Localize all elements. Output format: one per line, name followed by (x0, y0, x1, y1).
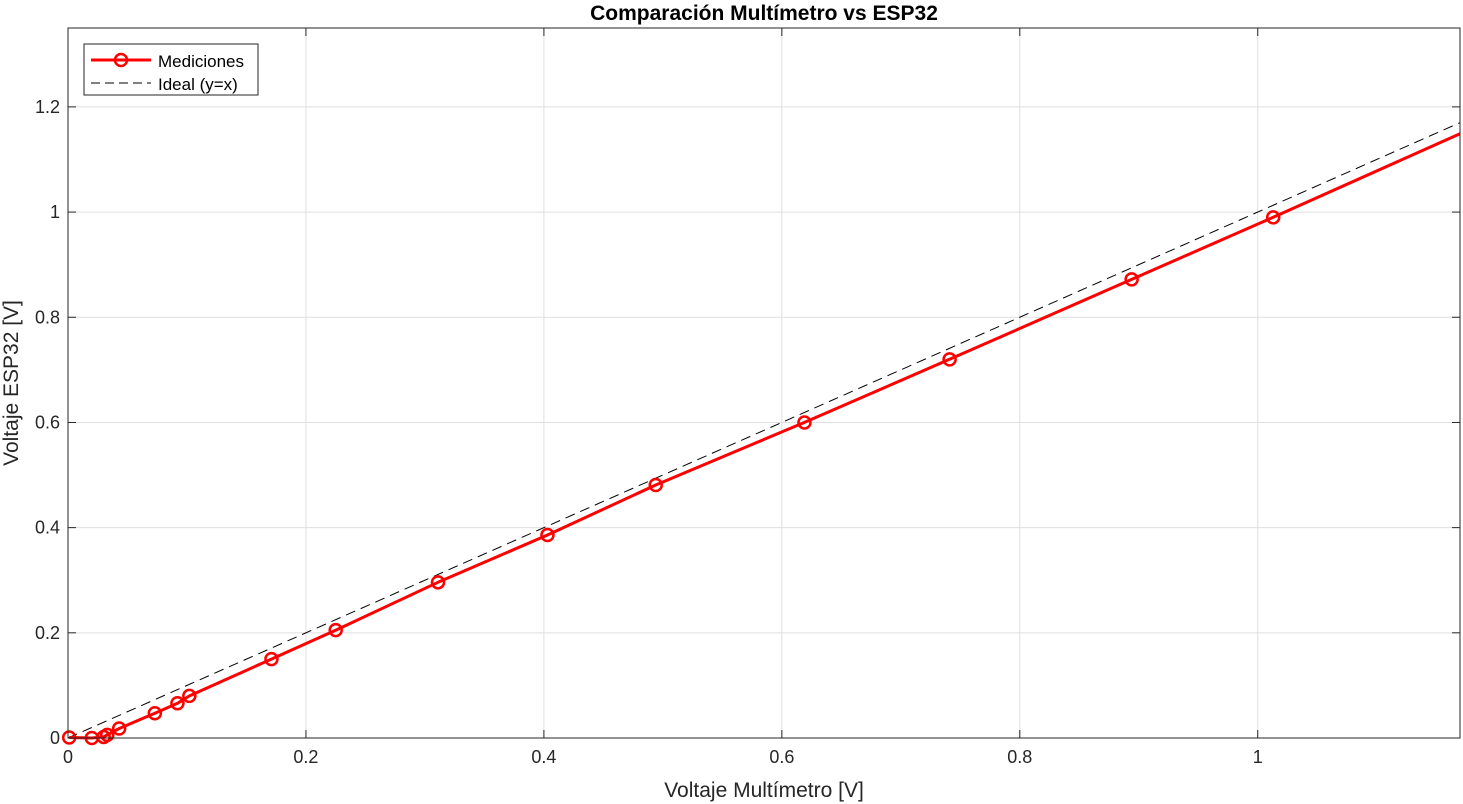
legend-mediciones-marker (113, 52, 129, 68)
mediciones-point (1265, 210, 1281, 225)
chart-title: Comparación Multímetro vs ESP32 (590, 2, 938, 25)
legend-box (83, 43, 259, 96)
y-tick-label: 0 (50, 728, 60, 748)
mediciones-point (111, 721, 127, 736)
legend: Mediciones Ideal (y=x) (83, 43, 259, 96)
y-tick-label: 0.4 (35, 518, 60, 538)
y-axis-label: Voltaje ESP32 [V] (0, 300, 23, 466)
y-tick-label: 0.8 (35, 307, 60, 327)
mediciones-point (797, 415, 812, 430)
mediciones-point (328, 622, 343, 638)
measurement-series-layer (61, 132, 1461, 746)
x-tick-label: 0 (63, 747, 73, 767)
y-tick-label: 1.2 (35, 97, 60, 117)
x-axis-label: Voltaje Multímetro [V] (664, 779, 864, 802)
mediciones-point (264, 651, 279, 667)
legend-ideal-label: Ideal (y=x) (158, 75, 238, 94)
mediciones-point (61, 730, 77, 745)
x-tick-label: 0.6 (769, 747, 794, 767)
mediciones-point (430, 575, 446, 590)
x-tick-label: 0.2 (293, 747, 318, 767)
mediciones-point (1124, 272, 1139, 287)
mediciones-point (170, 696, 185, 711)
mediciones-point (942, 352, 957, 367)
ideal-line (67, 122, 1461, 739)
mediciones-line (69, 132, 1461, 740)
mediciones-point (540, 527, 555, 543)
mediciones-point (648, 477, 663, 493)
mediciones-point (100, 727, 115, 743)
mediciones-point (182, 688, 197, 704)
y-tick-label: 1 (50, 202, 60, 222)
y-tick-label: 0.6 (35, 412, 60, 432)
grid-layer (67, 28, 1460, 739)
legend-mediciones-label: Mediciones (158, 52, 244, 71)
mediciones-point (147, 706, 163, 721)
y-tick-label: 0.2 (35, 623, 60, 643)
x-tick-label: 1 (1253, 747, 1263, 767)
x-tick-label: 0.4 (531, 747, 556, 767)
plot-frame (67, 27, 1461, 739)
ideal-line-layer (67, 122, 1461, 739)
x-tick-label: 0.8 (1007, 747, 1032, 767)
ticks-layer: 0 0.2 0.4 0.6 0.8 1 0 0.2 0.4 0.6 0.8 1 1.2 (35, 28, 1460, 767)
